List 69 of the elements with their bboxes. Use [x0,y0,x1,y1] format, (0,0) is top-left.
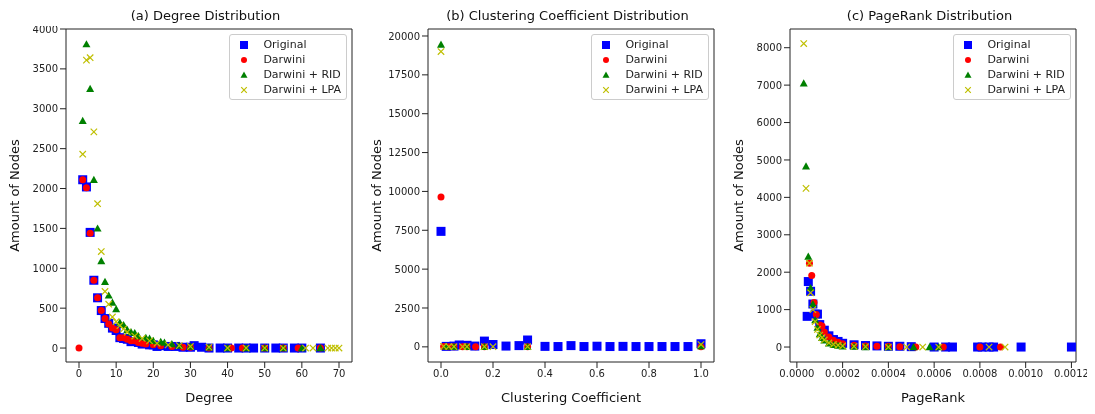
x-tick-label: 10 [109,368,123,380]
x-axis-title: PageRank [901,390,966,405]
legend-label: Darwini + RID [263,68,341,81]
y-tick-label: 10000 [388,185,420,197]
y-tick-label: 0 [775,341,782,353]
x-axis-title: Clustering Coefficient [500,390,642,405]
x-tick-label: 0.0010 [1008,368,1044,380]
legend-label: Darwini [625,53,668,66]
legend-label: Darwini + LPA [987,83,1065,96]
y-tick-label: 1000 [756,304,782,316]
y-tick-label: 2500 [394,302,420,314]
x-tick-label: 0 [75,368,83,380]
legend-label: Darwini [987,53,1030,66]
chart-title: (a) Degree Distribution [130,8,281,23]
x-axis-title: Degree [185,390,233,405]
x-tick-label: 60 [295,368,309,380]
x-tick-label: 0.0006 [916,368,952,380]
y-tick-label: 2500 [32,143,58,155]
y-tick-label: 5000 [394,263,420,275]
x-tick-label: 0.0008 [962,368,998,380]
x-tick-label: 0.0 [433,368,449,380]
legend-label: Original [263,38,307,51]
x-tick-label: 0.4 [537,368,553,380]
y-axis-title: Amount of Nodes [368,138,384,252]
legend-label: Darwini + RID [625,68,703,81]
x-tick-label: 0.0002 [825,368,861,380]
legend-label: Original [625,38,669,51]
y-tick-label: 5000 [756,154,782,166]
x-tick-label: 30 [184,368,197,380]
x-tick-label: 0.0004 [870,368,906,380]
y-tick-label: 17500 [388,69,420,81]
y-tick-label: 2000 [756,266,782,278]
legend-label: Original [987,38,1031,51]
chart-title: (c) PageRank Distribution [845,8,1014,25]
legend-label: Darwini + RID [987,68,1065,81]
y-tick-label: 7500 [394,224,420,236]
y-tick-label: 1000 [32,262,58,274]
x-tick-label: 1.0 [693,368,709,380]
y-tick-label: 15000 [388,108,420,120]
y-tick-label: 0 [51,342,58,354]
y-tick-label: 8000 [756,42,782,54]
legend-label: Darwini + LPA [625,83,703,96]
x-tick-label: 0.8 [641,368,657,380]
y-axis-title: Amount of Nodes [6,138,22,252]
y-tick-label: 4000 [32,23,58,35]
y-axis-title: Amount of Nodes [730,138,746,252]
y-tick-label: 7000 [756,79,782,91]
x-tick-label: 70 [332,368,346,380]
y-tick-label: 0 [413,341,420,353]
chart-title: (b) Clustering Coefficient Distribution [445,8,690,25]
x-tick-label: 40 [221,368,234,380]
y-tick-label: 3500 [32,63,58,75]
legend-label: Darwini [263,53,306,66]
x-tick-label: 0.2 [485,368,501,380]
y-tick-label: 3000 [756,229,782,241]
y-tick-label: 6000 [756,117,782,129]
y-tick-label: 4000 [756,191,782,203]
legend-label: Darwini + LPA [263,83,341,96]
x-tick-label: 0.0012 [1053,368,1089,380]
y-tick-label: 2000 [32,183,58,195]
y-tick-label: 3000 [32,103,58,115]
x-tick-label: 0.0000 [779,368,815,380]
y-tick-label: 500 [38,302,58,314]
x-tick-label: 0.6 [589,368,605,380]
x-tick-label: 50 [258,368,272,380]
y-tick-label: 12500 [388,147,420,159]
x-tick-label: 20 [146,368,160,380]
y-tick-label: 20000 [388,30,420,42]
y-tick-label: 1500 [32,222,58,234]
